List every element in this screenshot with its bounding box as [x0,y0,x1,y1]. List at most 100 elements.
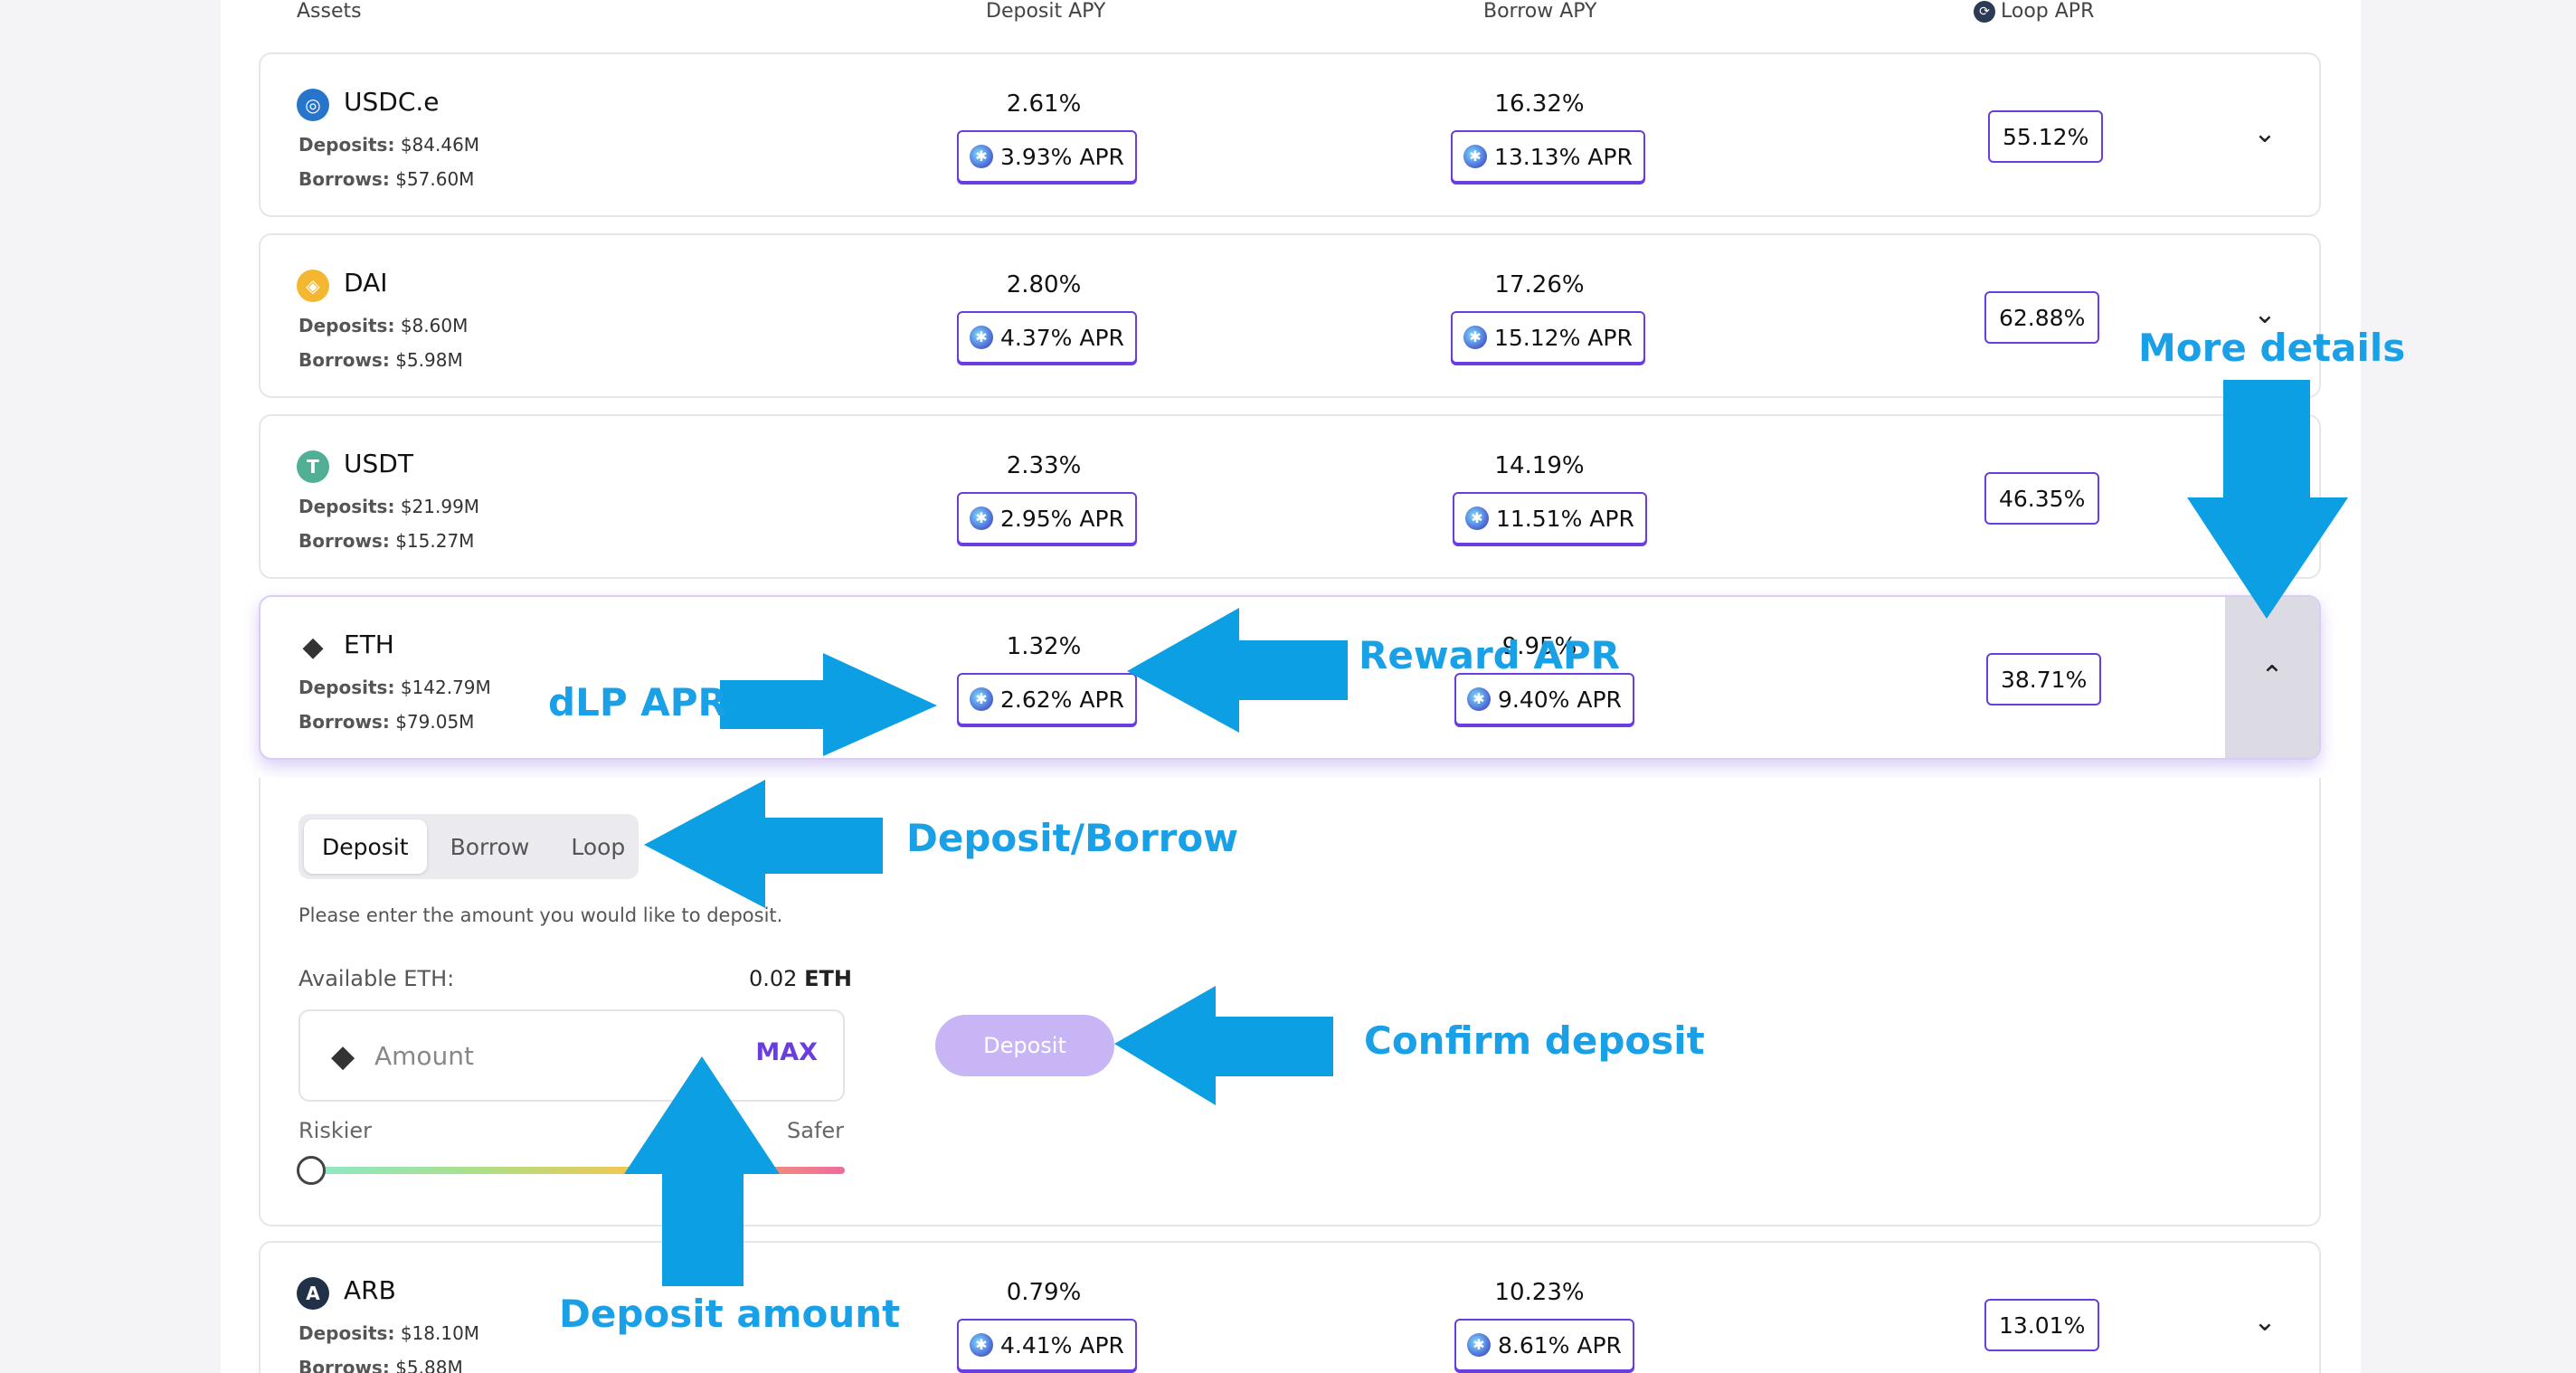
amount-field[interactable]: ◆ MAX [298,1009,845,1102]
deposits-stat: Deposits: $142.79M [298,677,491,698]
deposit-reward-apr[interactable]: ✱ 2.62% APR [957,673,1137,725]
borrows-stat: Borrows: $5.88M [298,1357,463,1373]
annotation-dlp-apr: dLP APR [548,680,727,724]
radiant-icon: ✱ [1467,1333,1491,1357]
arb-icon: A [297,1277,329,1310]
borrows-stat: Borrows: $5.98M [298,349,463,371]
asset-name: ETH [344,630,394,659]
riskier-label: Riskier [298,1118,373,1143]
borrows-stat: Borrows: $79.05M [298,711,475,733]
radiant-icon: ✱ [970,145,993,168]
borrow-apy: 14.19% [1494,452,1585,479]
radiant-icon: ✱ [1465,507,1489,530]
loop-apr-badge[interactable]: 13.01% [1984,1299,2100,1351]
deposits-stat: Deposits: $84.46M [298,134,480,156]
header-loop-apr-label: Loop APR [2001,0,2095,23]
deposit-apy: 2.61% [1006,90,1082,118]
arrow-dlp-apr [720,653,937,756]
radiant-icon: ✱ [970,1333,993,1357]
borrow-apy: 16.32% [1494,90,1585,118]
usdc-icon: ◎ [297,89,329,121]
radiant-icon: ✱ [1467,687,1491,711]
chevron-down-icon[interactable]: ⌄ [2253,118,2277,149]
loop-apr-badge[interactable]: 46.35% [1984,472,2100,525]
available-value: 0.02 ETH [749,966,852,991]
chevron-down-icon[interactable]: ⌄ [2253,1306,2277,1338]
deposit-apy: 2.80% [1006,271,1082,298]
deposit-reward-apr[interactable]: ✱ 2.95% APR [957,492,1137,544]
radiant-icon: ✱ [970,507,993,530]
chevron-up-icon[interactable]: ⌃ [2260,660,2284,692]
borrow-apy: 9.95% [1501,633,1577,660]
max-button[interactable]: MAX [755,1038,818,1066]
borrows-stat: Borrows: $15.27M [298,530,475,552]
collapse-cell[interactable] [2225,597,2319,758]
dai-icon: ◈ [297,270,329,302]
radiant-icon: ✱ [970,687,993,711]
asset-name: DAI [344,268,388,298]
arrow-deposit-amount [624,1056,780,1286]
deposit-reward-apr[interactable]: ✱ 4.37% APR [957,311,1137,364]
deposit-apy: 1.32% [1006,633,1082,660]
available-label: Available ETH: [298,966,455,991]
deposit-hint: Please enter the amount you would like t… [298,904,783,926]
annotation-confirm-deposit: Confirm deposit [1364,1018,1705,1063]
deposits-stat: Deposits: $8.60M [298,315,469,336]
deposit-apy: 2.33% [1006,452,1082,479]
loop-apr-badge[interactable]: 38.71% [1986,653,2102,705]
tab-loop[interactable]: Loop [571,833,626,860]
radiant-icon: ✱ [970,326,993,349]
eth-icon: ◆ [331,1038,355,1075]
asset-name: USDT [344,449,413,478]
action-tabs: Deposit Borrow Loop [298,814,639,879]
borrow-apy: 10.23% [1494,1279,1585,1306]
asset-row-dai[interactable]: ◈ DAI Deposits: $8.60M Borrows: $5.98M 2… [259,233,2321,398]
annotation-deposit-borrow: Deposit/Borrow [906,816,1239,860]
radiant-icon: ✱ [1463,145,1487,168]
arrow-reward-apr [1127,608,1348,733]
risk-slider-track[interactable] [311,1167,845,1174]
chevron-down-icon[interactable]: ⌄ [2253,298,2277,330]
deposits-stat: Deposits: $21.99M [298,496,480,517]
borrow-apy: 17.26% [1494,271,1585,298]
header-borrow-apy: Borrow APY [1483,0,1597,23]
safer-label: Safer [787,1118,845,1143]
loop-apr-badge[interactable]: 55.12% [1988,110,2104,163]
tab-deposit[interactable]: Deposit [304,819,427,874]
header-loop-apr: ⟳ Loop APR [1974,0,2094,23]
borrow-reward-apr[interactable]: ✱ 8.61% APR [1454,1319,1634,1371]
header-deposit-apy: Deposit APY [986,0,1106,23]
eth-icon: ◆ [302,631,324,663]
tab-borrow[interactable]: Borrow [450,833,530,860]
deposit-reward-apr[interactable]: ✱ 3.93% APR [957,130,1137,183]
deposit-button[interactable]: Deposit [935,1015,1114,1076]
annotation-more-details: More details [2138,326,2406,370]
deposit-reward-apr[interactable]: ✱ 4.41% APR [957,1319,1137,1371]
header-assets: Assets [297,0,362,23]
deposit-apy: 0.79% [1006,1279,1082,1306]
asset-row-usdt[interactable]: T USDT Deposits: $21.99M Borrows: $15.27… [259,414,2321,579]
asset-row-arb[interactable]: A ARB Deposits: $18.10M Borrows: $5.88M … [259,1241,2321,1373]
borrow-reward-apr[interactable]: ✱ 15.12% APR [1451,311,1645,364]
deposits-stat: Deposits: $18.10M [298,1322,480,1344]
borrows-stat: Borrows: $57.60M [298,168,475,190]
borrow-reward-apr[interactable]: ✱ 13.13% APR [1451,130,1645,183]
asset-name: ARB [344,1275,396,1305]
radiant-icon: ✱ [1463,326,1487,349]
asset-name: USDC.e [344,87,440,117]
usdt-icon: T [297,450,329,483]
amount-input[interactable] [374,1033,718,1078]
loop-icon: ⟳ [1974,0,1995,23]
borrow-reward-apr[interactable]: ✱ 11.51% APR [1453,492,1647,544]
arrow-deposit-borrow [644,780,883,908]
borrow-reward-apr[interactable]: ✱ 9.40% APR [1454,673,1634,725]
arrow-confirm-deposit [1114,986,1333,1105]
annotation-reward-apr: Reward APR [1359,633,1620,677]
loop-apr-badge[interactable]: 62.88% [1984,291,2100,344]
arrow-more-details [2187,380,2348,619]
annotation-deposit-amount: Deposit amount [559,1292,901,1336]
eth-detail-panel: Deposit Borrow Loop Please enter the amo… [259,778,2321,1226]
risk-slider-handle[interactable] [297,1156,326,1185]
asset-row-usdce[interactable]: ◎ USDC.e Deposits: $84.46M Borrows: $57.… [259,52,2321,217]
